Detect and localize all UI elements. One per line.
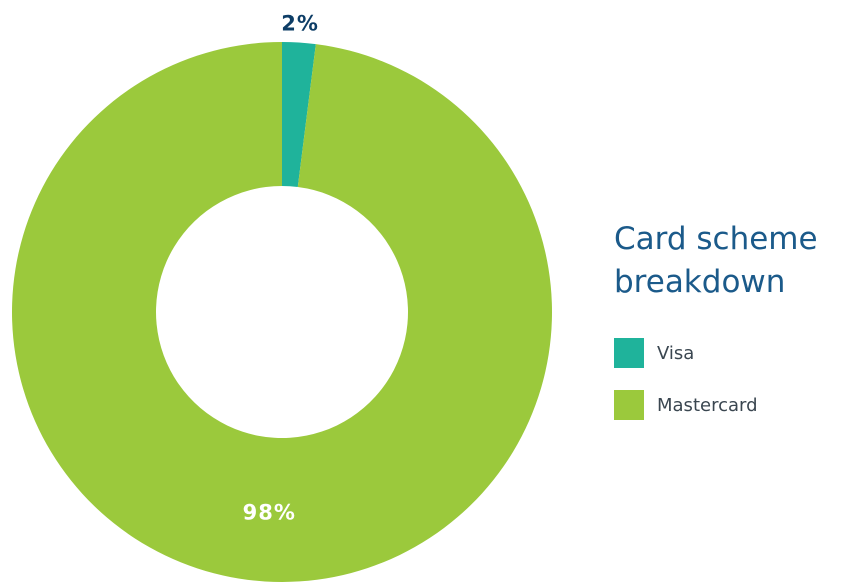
legend-swatch: [614, 390, 644, 420]
legend-label: Mastercard: [657, 395, 758, 416]
donut-slice: [282, 42, 316, 187]
value-label: 98%: [243, 501, 296, 525]
value-label: 2%: [281, 12, 319, 36]
legend-swatch: [614, 338, 644, 368]
donut-slice: [11, 41, 552, 582]
chart-title: Card scheme breakdown: [614, 221, 818, 300]
legend-label: Visa: [657, 343, 694, 364]
